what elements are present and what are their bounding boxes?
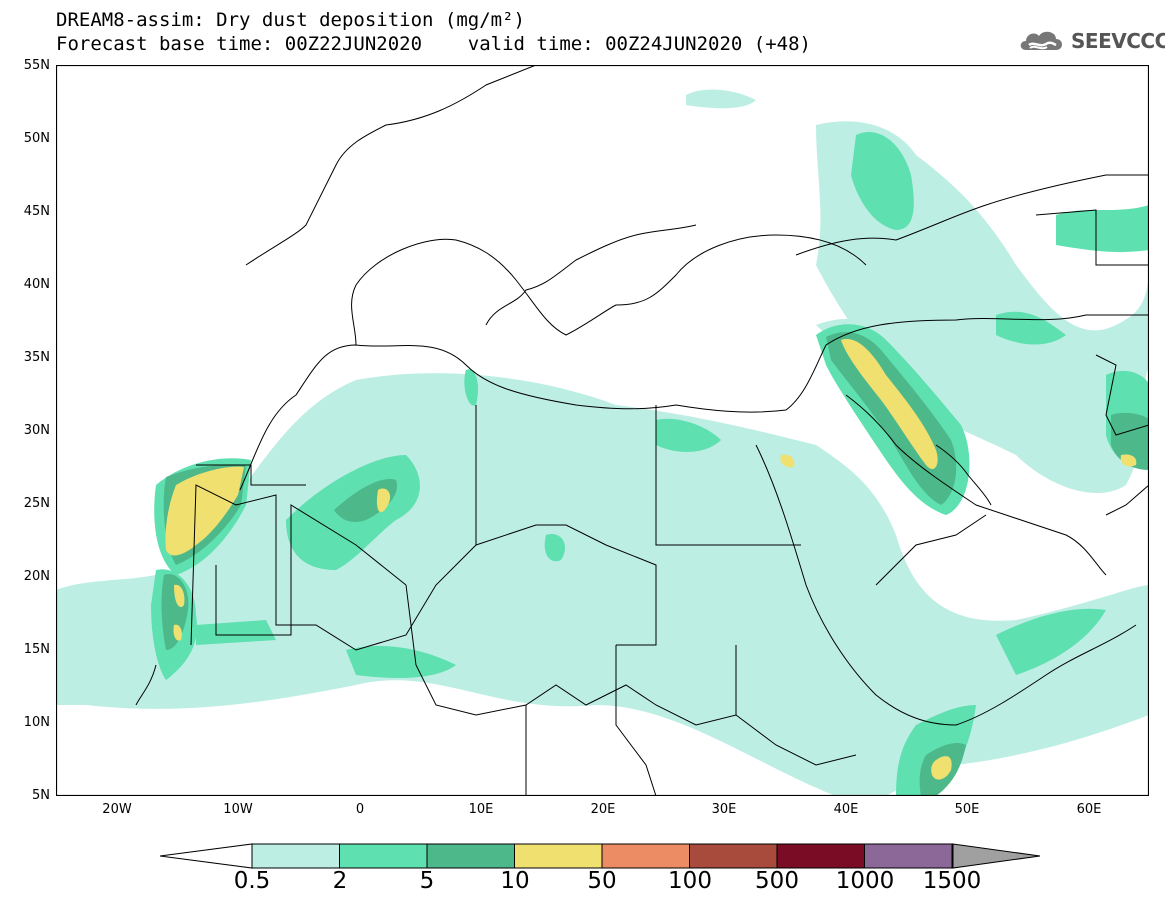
colorbar-label: 500 bbox=[755, 868, 799, 894]
lat-label: 10N bbox=[23, 715, 50, 730]
colorbar-segment bbox=[339, 843, 428, 869]
lat-label: 40N bbox=[23, 277, 50, 292]
colorbar bbox=[160, 843, 1041, 869]
colorbar-segment bbox=[251, 843, 340, 869]
map-frame bbox=[56, 65, 1149, 796]
lon-label: 20W bbox=[102, 802, 132, 817]
deposition-band-10-50 bbox=[165, 339, 1137, 780]
lon-label: 60E bbox=[1076, 802, 1102, 817]
lat-label: 20N bbox=[23, 569, 50, 584]
colorbar-label: 0.5 bbox=[233, 868, 271, 894]
colorbar-segment bbox=[864, 843, 953, 869]
colorbar-label: 50 bbox=[587, 868, 617, 894]
lat-label: 45N bbox=[23, 204, 50, 219]
colorbar-segment bbox=[514, 843, 603, 869]
cloud-logo-icon bbox=[1020, 31, 1062, 50]
colorbar-segment bbox=[689, 843, 778, 869]
forecast-times: Forecast base time: 00Z22JUN2020 valid t… bbox=[56, 33, 811, 55]
logo-label: SEEVCCC bbox=[1071, 29, 1165, 53]
seevccc-logo: SEEVCCC bbox=[1018, 26, 1165, 56]
lon-label: 10W bbox=[223, 802, 253, 817]
lat-label: 25N bbox=[23, 496, 50, 511]
lat-label: 50N bbox=[23, 131, 50, 146]
boundaries bbox=[135, 65, 1149, 796]
lon-label: 20E bbox=[590, 802, 616, 817]
colorbar-label: 5 bbox=[419, 868, 435, 894]
lat-label: 55N bbox=[23, 58, 50, 73]
map-title: DREAM8-assim: Dry dust deposition (mg/m²… bbox=[56, 9, 525, 31]
colorbar-label: 10 bbox=[500, 868, 530, 894]
lon-label: 0 bbox=[355, 802, 365, 817]
dust-deposition-map bbox=[56, 65, 1149, 796]
colorbar-label: 1500 bbox=[922, 868, 982, 894]
lon-label: 30E bbox=[711, 802, 737, 817]
colorbar-segment bbox=[776, 843, 865, 869]
colorbar-segment bbox=[426, 843, 515, 869]
lon-label: 10E bbox=[468, 802, 494, 817]
colorbar-label: 1000 bbox=[835, 868, 895, 894]
colorbar-high-arrow bbox=[952, 843, 1041, 869]
lat-label: 15N bbox=[23, 642, 50, 657]
lat-label: 35N bbox=[23, 350, 50, 365]
lon-label: 40E bbox=[833, 802, 859, 817]
colorbar-label: 100 bbox=[668, 868, 712, 894]
lon-label: 50E bbox=[954, 802, 980, 817]
colorbar-low-arrow bbox=[160, 843, 253, 869]
lat-label: 30N bbox=[23, 423, 50, 438]
colorbar-label: 2 bbox=[332, 868, 348, 894]
lat-label: 5N bbox=[32, 788, 50, 803]
colorbar-segment bbox=[601, 843, 690, 869]
